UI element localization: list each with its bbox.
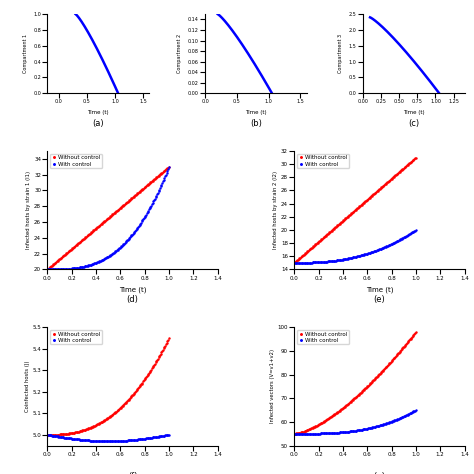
With control (61, 435, 67, 440)
With control (125, 438, 131, 443)
Without control (61, 253, 66, 259)
With control (292, 431, 297, 437)
Without control (45, 432, 50, 438)
Without control (88, 230, 93, 236)
Line: Without control: Without control (293, 331, 417, 435)
Legend: Without control, With control: Without control, With control (297, 330, 349, 345)
Without control (88, 425, 93, 430)
With control (371, 248, 377, 254)
Without control (335, 410, 340, 415)
Without control (308, 246, 314, 251)
With control (308, 260, 314, 265)
With control (107, 253, 112, 258)
With control (45, 432, 50, 438)
With control (88, 262, 93, 268)
With control (166, 432, 172, 438)
Legend: Without control, With control: Without control, With control (50, 154, 102, 168)
Legend: Without control, With control: Without control, With control (50, 330, 102, 345)
With control (292, 260, 297, 265)
Legend: Without control, With control: Without control, With control (297, 154, 349, 168)
With control (61, 266, 66, 272)
Without control (292, 431, 297, 437)
With control (354, 428, 359, 433)
Y-axis label: Compartment 3: Compartment 3 (338, 34, 343, 73)
Without control (124, 199, 130, 205)
Without control (61, 431, 67, 437)
Without control (335, 223, 340, 228)
Line: Without control: Without control (293, 157, 417, 264)
Without control (292, 260, 297, 265)
With control (413, 407, 419, 413)
Without control (354, 206, 359, 212)
Line: Without control: Without control (46, 166, 170, 270)
Without control (413, 155, 419, 161)
Text: (c): (c) (408, 119, 419, 128)
Without control (61, 431, 66, 437)
Y-axis label: Coinfected hosts (J): Coinfected hosts (J) (25, 361, 29, 412)
With control (308, 431, 314, 437)
With control (354, 254, 359, 259)
Line: With control: With control (46, 434, 170, 442)
Without control (371, 377, 377, 383)
Y-axis label: Infected hosts by strain 1 (I1): Infected hosts by strain 1 (I1) (27, 171, 31, 249)
Line: With control: With control (293, 229, 417, 264)
With control (166, 164, 172, 170)
X-axis label: Time (t): Time (t) (403, 110, 424, 115)
With control (61, 266, 67, 272)
With control (124, 237, 130, 243)
Without control (107, 414, 112, 419)
Y-axis label: Compartment 2: Compartment 2 (177, 34, 182, 73)
Text: (e): (e) (374, 295, 385, 304)
Y-axis label: Infected hosts by strain 2 (I2): Infected hosts by strain 2 (I2) (273, 171, 278, 249)
With control (335, 430, 340, 436)
With control (61, 435, 66, 440)
Text: (g): (g) (374, 472, 385, 474)
With control (88, 438, 93, 444)
Without control (354, 394, 359, 400)
With control (308, 431, 313, 437)
Text: (d): (d) (127, 295, 138, 304)
With control (352, 254, 358, 260)
Text: (a): (a) (92, 119, 104, 128)
Y-axis label: Compartment 1: Compartment 1 (23, 34, 28, 73)
Text: (f): (f) (128, 472, 137, 474)
Without control (61, 252, 67, 258)
Without control (166, 164, 172, 170)
X-axis label: Time (t): Time (t) (365, 286, 393, 292)
Without control (45, 266, 50, 272)
With control (413, 227, 419, 233)
Without control (105, 415, 111, 420)
With control (335, 257, 340, 263)
Without control (308, 426, 314, 431)
Without control (166, 336, 172, 341)
Without control (308, 426, 313, 432)
Without control (107, 214, 112, 220)
X-axis label: Time (t): Time (t) (88, 110, 109, 115)
Without control (308, 246, 313, 252)
Without control (124, 398, 130, 404)
Without control (371, 191, 377, 197)
Without control (352, 208, 358, 213)
With control (106, 438, 112, 444)
Without control (413, 329, 419, 335)
With control (371, 424, 377, 430)
Line: With control: With control (46, 166, 170, 270)
With control (105, 438, 111, 444)
Line: Without control: Without control (46, 337, 170, 436)
Without control (105, 215, 111, 221)
With control (108, 438, 113, 444)
X-axis label: Time (t): Time (t) (245, 110, 267, 115)
Text: (b): (b) (250, 119, 262, 128)
With control (352, 428, 358, 434)
Y-axis label: Infected vectors (V=v1+v2): Infected vectors (V=v1+v2) (270, 349, 275, 423)
With control (45, 266, 50, 272)
With control (308, 260, 313, 265)
Line: With control: With control (293, 409, 417, 435)
X-axis label: Time (t): Time (t) (119, 286, 146, 292)
With control (105, 254, 111, 259)
Without control (352, 395, 358, 401)
